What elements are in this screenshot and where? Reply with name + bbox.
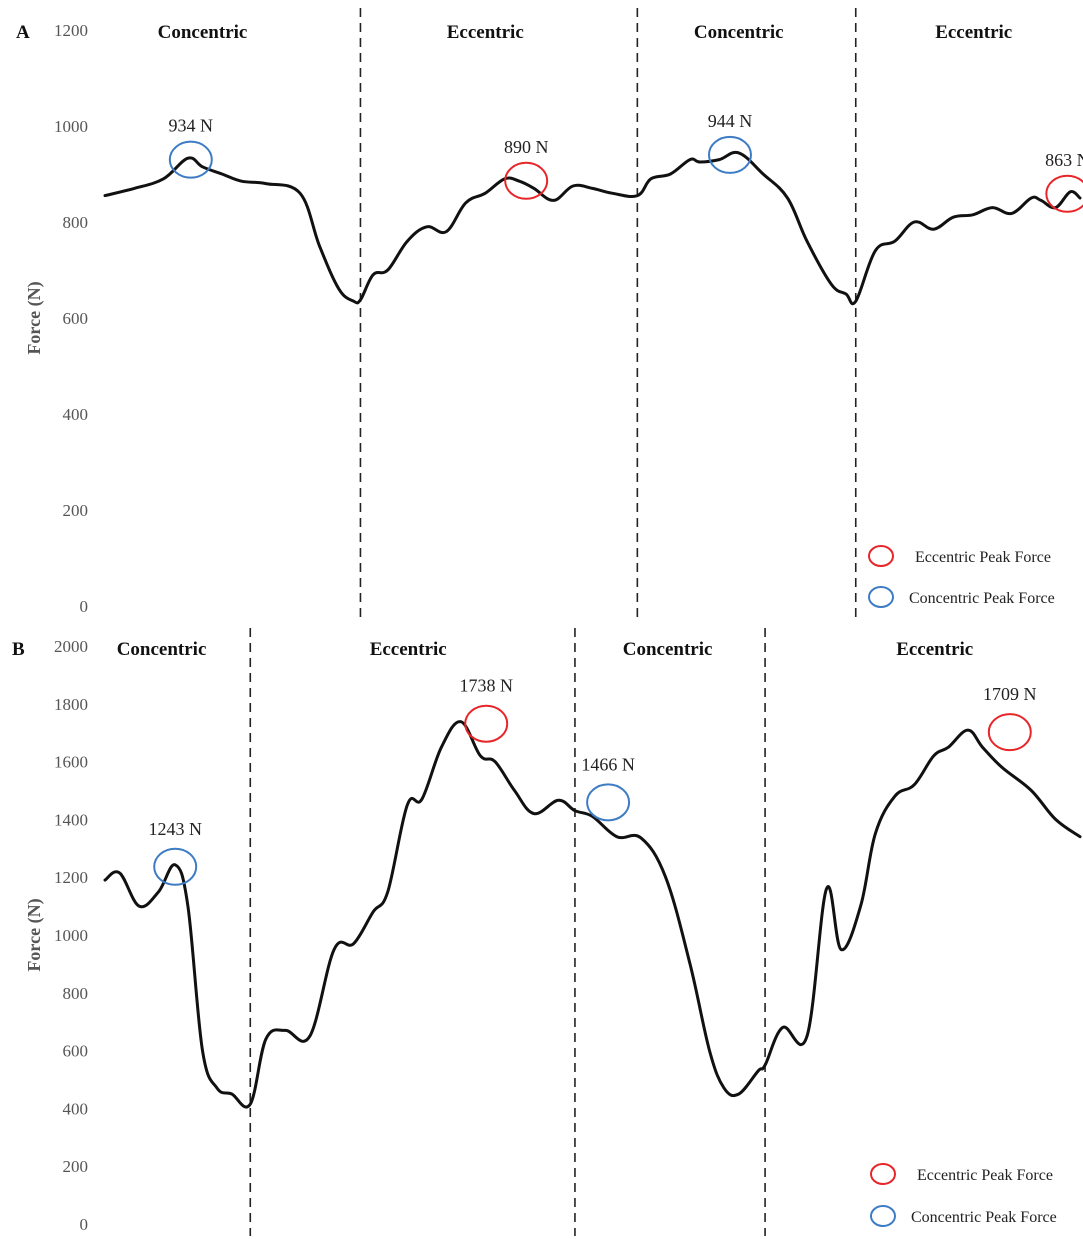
phase-title: Concentric <box>623 639 713 660</box>
legend-label: Concentric Peak Force <box>909 590 1055 607</box>
y-tick-label: 600 <box>63 309 89 328</box>
eccentric-peak-marker <box>1045 174 1083 213</box>
phase-title: Eccentric <box>370 639 447 660</box>
eccentric-peak-label: 1709 N <box>983 684 1037 704</box>
y-tick-label: 1600 <box>54 753 88 772</box>
phase-title: Concentric <box>158 22 248 43</box>
eccentric-peak-label: 890 N <box>504 137 549 157</box>
concentric-peak-marker <box>586 783 631 822</box>
y-tick-label: 2000 <box>54 637 88 656</box>
eccentric-peak-marker <box>504 161 549 200</box>
legend-marker <box>870 1205 896 1227</box>
panel-label: B <box>12 639 25 660</box>
concentric-peak-label: 944 N <box>708 111 753 131</box>
force-curve <box>103 720 1082 1109</box>
eccentric-peak-marker <box>464 704 509 743</box>
y-tick-label: 400 <box>63 1099 89 1118</box>
legend-label: Eccentric Peak Force <box>917 1167 1053 1184</box>
phase-title: Eccentric <box>447 22 524 43</box>
phase-title: Eccentric <box>935 22 1012 43</box>
legend-label: Eccentric Peak Force <box>915 549 1051 566</box>
y-tick-label: 200 <box>63 501 89 520</box>
concentric-peak-marker <box>707 135 752 174</box>
y-tick-label: 600 <box>63 1042 89 1061</box>
y-axis-label: Force (N) <box>24 898 45 971</box>
y-tick-label: 800 <box>63 984 89 1003</box>
y-tick-label: 400 <box>63 405 89 424</box>
legend-label: Concentric Peak Force <box>911 1209 1057 1226</box>
panel-b: B 0 200 400 600 800 1000 1200 1400 1600 1800 2000 Fo… <box>12 628 1082 1236</box>
concentric-peak-label: 934 N <box>169 116 214 136</box>
force-curve <box>103 150 1082 306</box>
panel-a: A 0 200 400 600 800 1000 1200 Force (N) Concentri… <box>16 8 1083 622</box>
panel-label: A <box>16 22 30 43</box>
concentric-peak-marker <box>168 140 213 179</box>
y-tick-label: 1800 <box>54 695 88 714</box>
concentric-peak-label: 1243 N <box>148 819 202 839</box>
y-tick-label: 0 <box>80 597 89 616</box>
concentric-peak-label: 1466 N <box>581 754 635 774</box>
y-tick-label: 1000 <box>54 117 88 136</box>
y-tick-label: 1000 <box>54 926 88 945</box>
phase-title: Eccentric <box>896 639 973 660</box>
phase-title: Concentric <box>117 639 207 660</box>
y-tick-label: 200 <box>63 1157 89 1176</box>
y-axis-label: Force (N) <box>24 281 45 354</box>
eccentric-peak-label: 1738 N <box>459 676 513 696</box>
concentric-peak-marker <box>153 847 198 886</box>
legend-marker <box>868 586 894 608</box>
y-tick-label: 0 <box>80 1215 89 1234</box>
y-tick-label: 800 <box>63 213 89 232</box>
y-tick-label: 1400 <box>54 810 88 829</box>
eccentric-peak-marker <box>987 713 1032 752</box>
eccentric-peak-label: 863 N <box>1045 150 1083 170</box>
legend-marker <box>870 1163 896 1185</box>
legend-marker <box>868 545 894 567</box>
y-tick-label: 1200 <box>54 868 88 887</box>
phase-title: Concentric <box>694 22 784 43</box>
y-tick-label: 1200 <box>54 21 88 40</box>
